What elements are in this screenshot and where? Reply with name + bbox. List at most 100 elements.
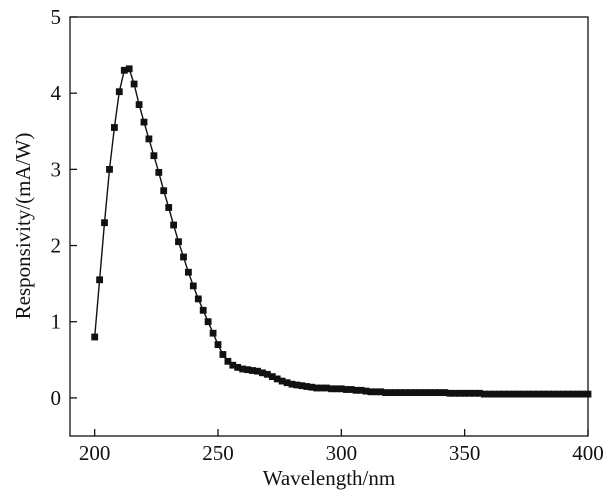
data-point-0-37: [273, 375, 281, 383]
data-point-0-77: [471, 389, 478, 397]
data-point-0-96: [564, 390, 572, 398]
data-point-0-46: [318, 384, 325, 392]
y-axis: 0 1 2 3 4 5: [51, 5, 77, 410]
data-point-0-72: [446, 389, 454, 397]
data-point-0-38: [278, 377, 286, 385]
x-axis-title: Wavelength/nm: [263, 466, 395, 490]
data-point-0-19: [185, 268, 192, 276]
data-point-0-28: [229, 361, 237, 369]
data-point-0-49: [333, 385, 340, 393]
data-point-0-69: [431, 389, 439, 396]
data-point-0-13: [155, 169, 163, 176]
data-point-0-88: [525, 390, 533, 398]
data-point-0-75: [461, 389, 469, 397]
data-point-0-92: [545, 390, 552, 398]
x-tick-label-400: 400: [572, 441, 604, 465]
data-point-0-60: [387, 389, 395, 396]
plot-frame: [69, 16, 589, 437]
series-line-0: [94, 67, 588, 395]
data-point-0-40: [288, 380, 296, 388]
data-point-0-11: [145, 135, 153, 143]
data-point-0-15: [165, 204, 173, 211]
data-point-0-17: [175, 238, 182, 246]
x-axis: 200 250 300 350 400: [79, 429, 604, 465]
data-point-0-79: [481, 390, 488, 398]
data-point-0-43: [303, 383, 311, 390]
x-tick-label-200: 200: [79, 441, 111, 465]
data-point-0-54: [357, 386, 365, 394]
data-point-0-86: [515, 390, 523, 398]
data-point-0-73: [451, 389, 459, 397]
data-point-0-41: [293, 381, 301, 389]
data-point-0-23: [204, 318, 212, 326]
data-point-0-4: [111, 124, 118, 131]
data-point-0-24: [209, 329, 217, 337]
data-point-0-36: [268, 373, 276, 380]
data-point-0-65: [411, 389, 419, 396]
data-point-0-100: [584, 390, 592, 398]
data-point-0-71: [441, 389, 449, 396]
y-tick-label-2: 2: [51, 234, 62, 258]
data-point-0-8: [130, 80, 138, 88]
data-point-0-20: [189, 282, 197, 290]
data-point-0-56: [367, 388, 375, 396]
data-point-0-9: [135, 101, 143, 108]
data-point-0-31: [244, 366, 251, 374]
data-point-0-27: [224, 357, 232, 365]
data-point-0-91: [540, 390, 547, 398]
data-point-0-30: [239, 365, 247, 373]
data-point-0-78: [476, 389, 483, 397]
data-point-0-98: [574, 390, 582, 398]
data-point-0-14: [160, 187, 168, 195]
y-axis-title: Responsivity/(mA/W): [11, 133, 35, 320]
data-point-0-51: [342, 386, 350, 393]
data-point-0-6: [120, 66, 128, 74]
x-tick-label-250: 250: [202, 441, 234, 465]
data-point-0-33: [254, 367, 261, 375]
data-point-0-80: [485, 390, 493, 398]
data-point-0-59: [382, 389, 390, 396]
y-tick-label-5: 5: [51, 5, 62, 29]
data-point-0-62: [397, 389, 404, 396]
data-point-0-12: [150, 152, 158, 160]
data-point-0-5: [115, 88, 123, 96]
data-point-0-64: [407, 389, 414, 396]
data-point-0-97: [569, 390, 577, 398]
data-point-0-18: [180, 253, 187, 261]
x-tick-label-350: 350: [449, 441, 481, 465]
data-point-0-90: [535, 390, 543, 398]
data-point-0-50: [337, 385, 345, 393]
data-point-0-0: [91, 333, 99, 341]
data-point-0-55: [362, 387, 370, 395]
data-point-0-95: [559, 390, 567, 398]
data-point-0-21: [194, 295, 202, 303]
data-point-0-85: [510, 390, 518, 398]
data-point-0-34: [259, 369, 266, 377]
data-point-0-3: [106, 166, 113, 173]
y-tick-label-3: 3: [51, 157, 62, 181]
data-point-0-89: [530, 390, 538, 398]
data-point-0-25: [214, 341, 222, 348]
data-point-0-68: [426, 389, 434, 396]
data-point-0-74: [456, 389, 464, 397]
data-point-0-48: [328, 385, 335, 393]
data-point-0-39: [283, 379, 291, 387]
data-point-0-32: [249, 367, 256, 374]
data-point-0-53: [352, 386, 360, 394]
data-point-0-87: [520, 390, 528, 398]
data-point-0-16: [170, 221, 177, 229]
data-point-0-26: [219, 351, 227, 358]
data-point-0-83: [500, 390, 508, 398]
y-tick-label-1: 1: [51, 310, 62, 334]
data-point-0-93: [550, 390, 557, 398]
data-point-0-44: [308, 383, 316, 391]
data-point-0-2: [101, 219, 108, 227]
data-point-0-10: [140, 118, 148, 126]
data-point-0-81: [490, 390, 498, 398]
data-point-0-52: [347, 386, 355, 393]
data-point-0-22: [199, 306, 207, 314]
data-point-0-84: [505, 390, 513, 398]
data-point-0-70: [436, 389, 444, 396]
data-point-0-45: [313, 384, 321, 392]
